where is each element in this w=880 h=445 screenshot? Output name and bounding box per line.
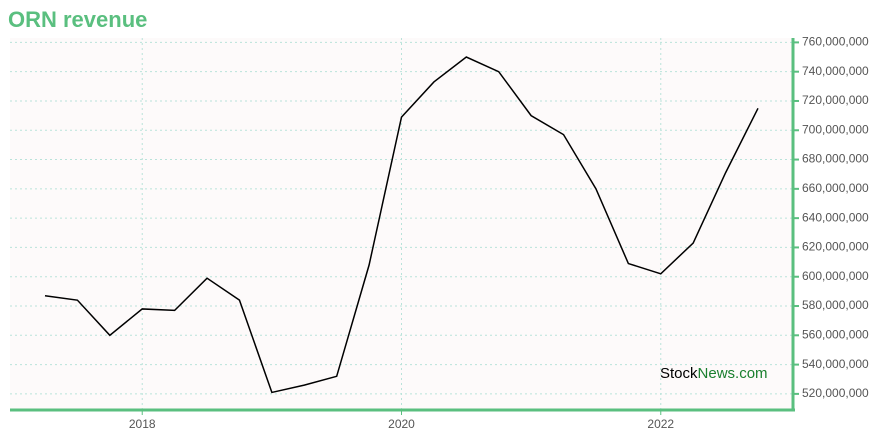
watermark: StockNews.com: [660, 365, 768, 382]
y-tick-label: 600,000,000: [802, 269, 869, 283]
x-tick-label: 2018: [129, 417, 156, 431]
y-tick-label: 700,000,000: [802, 122, 869, 136]
watermark-part: Stock: [660, 365, 698, 382]
watermark-part: News.com: [698, 365, 768, 382]
y-tick-label: 720,000,000: [802, 93, 869, 107]
y-tick-label: 540,000,000: [802, 357, 869, 371]
y-tick-label: 680,000,000: [802, 152, 869, 166]
line: [44, 56, 759, 394]
x-tick-label: 2022: [647, 417, 674, 431]
y-tick-label: 560,000,000: [802, 327, 869, 341]
y-tick-label: 740,000,000: [802, 64, 869, 78]
y-tick-label: 760,000,000: [802, 35, 869, 49]
y-tick-label: 580,000,000: [802, 298, 869, 312]
y-tick-label: 660,000,000: [802, 181, 869, 195]
chart-title: ORN revenue: [8, 7, 147, 32]
x-tick-label: 2020: [388, 417, 415, 431]
y-tick-label: 640,000,000: [802, 210, 869, 224]
y-tick-label: 620,000,000: [802, 240, 869, 254]
y-tick-label: 520,000,000: [802, 386, 869, 400]
